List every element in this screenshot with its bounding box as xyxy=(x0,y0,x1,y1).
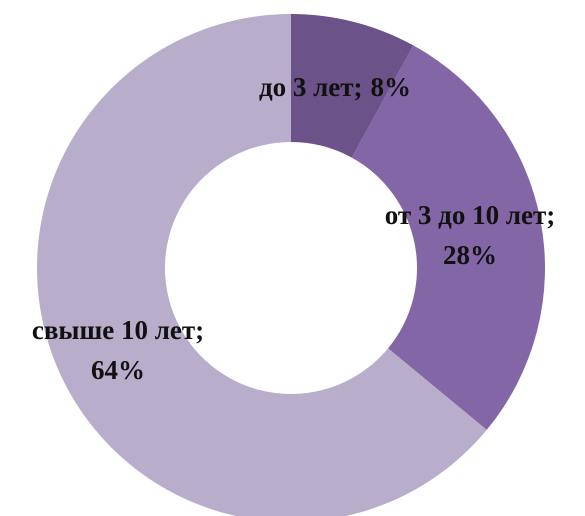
data-label: до 3 лет; 8% xyxy=(259,72,411,102)
label-value: 64% xyxy=(91,355,145,385)
label-category: до 3 лет; xyxy=(259,72,363,102)
label-value: 8% xyxy=(371,72,412,102)
label-category: от 3 до 10 лет; xyxy=(385,200,555,230)
data-label: свыше 10 лет; 64% xyxy=(32,315,204,385)
data-label: от 3 до 10 лет; 28% xyxy=(385,200,555,270)
donut-slice xyxy=(351,45,545,430)
donut-slice xyxy=(291,14,414,158)
label-category: свыше 10 лет; xyxy=(32,315,204,345)
label-value: 28% xyxy=(443,240,497,270)
donut-slice xyxy=(37,14,487,516)
